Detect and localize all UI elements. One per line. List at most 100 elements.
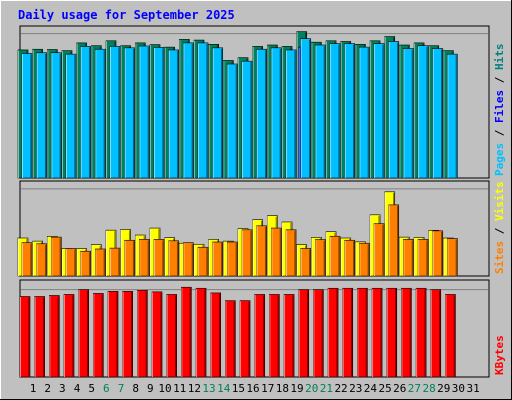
bar-pages-day-16 <box>241 60 253 179</box>
bar-kbytes-day-15 <box>225 300 236 378</box>
x-label-day-6: 6 <box>103 382 110 395</box>
x-label-day-21: 21 <box>320 382 333 395</box>
bar-pages-day-22 <box>329 43 341 179</box>
bar-pages-day-28 <box>417 45 429 179</box>
legend-separator: / <box>493 221 506 241</box>
bar-sites-day-8 <box>124 239 135 277</box>
bar-sites-day-17 <box>256 225 268 277</box>
bar-sites-day-21 <box>315 239 326 277</box>
bar-kbytes-day-4 <box>63 294 75 378</box>
bar-kbytes-day-10 <box>151 291 163 378</box>
x-label-day-14: 14 <box>217 382 231 395</box>
bar-pages-day-12 <box>183 42 194 179</box>
x-label-day-23: 23 <box>349 382 362 395</box>
bar-pages-day-26 <box>388 41 400 179</box>
bar-sites-day-9 <box>139 239 150 277</box>
series-kbytes <box>19 286 456 378</box>
bar-pages-day-17 <box>256 48 268 179</box>
bar-pages-day-15 <box>227 63 238 179</box>
panel-kbytes: KBytes <box>19 279 506 378</box>
legend-visits: Visits <box>493 181 506 221</box>
bar-pages-day-19 <box>285 49 297 179</box>
bar-kbytes-day-6 <box>93 293 104 378</box>
bar-kbytes-day-19 <box>283 294 295 378</box>
x-label-day-15: 15 <box>232 382 245 395</box>
bar-sites-day-7 <box>109 247 121 277</box>
x-label-day-2: 2 <box>44 382 51 395</box>
bar-kbytes-day-20 <box>298 289 310 378</box>
bar-pages-day-18 <box>271 47 282 179</box>
bar-kbytes-day-9 <box>137 290 148 378</box>
bar-kbytes-day-22 <box>327 287 339 378</box>
x-label-day-20: 20 <box>305 382 318 395</box>
bar-pages-day-7 <box>109 46 121 179</box>
bar-sites-day-6 <box>95 248 106 277</box>
legend-files: Files <box>493 90 506 123</box>
bar-kbytes-day-23 <box>342 287 354 378</box>
legend-kbytes: KBytes <box>493 335 506 375</box>
bar-sites-day-29 <box>432 230 444 277</box>
x-label-day-27: 27 <box>408 382 421 395</box>
x-label-day-11: 11 <box>173 382 186 395</box>
bar-sites-day-16 <box>241 229 253 277</box>
bar-kbytes-day-2 <box>34 296 45 378</box>
bar-kbytes-day-25 <box>371 287 383 378</box>
bar-pages-day-10 <box>153 47 165 179</box>
bar-pages-day-5 <box>80 46 91 179</box>
x-label-day-29: 29 <box>437 382 450 395</box>
bar-pages-day-6 <box>95 48 106 179</box>
x-label-day-5: 5 <box>88 382 95 395</box>
bar-sites-day-1 <box>21 242 33 277</box>
bar-pages-day-13 <box>197 42 209 179</box>
bar-pages-day-1 <box>21 53 33 179</box>
bar-kbytes-day-13 <box>195 287 207 378</box>
x-label-day-7: 7 <box>118 382 125 395</box>
x-label-day-25: 25 <box>378 382 391 395</box>
bar-pages-day-3 <box>51 52 62 179</box>
bar-pages-day-11 <box>168 49 179 179</box>
bar-pages-day-30 <box>447 53 458 179</box>
bar-sites-day-2 <box>36 243 47 277</box>
x-label-day-26: 26 <box>393 382 406 395</box>
bar-kbytes-day-11 <box>166 294 177 378</box>
x-label-day-1: 1 <box>30 382 37 395</box>
bar-pages-day-9 <box>139 45 150 179</box>
x-label-day-10: 10 <box>158 382 171 395</box>
bar-pages-day-14 <box>212 47 224 179</box>
bar-sites-day-14 <box>212 241 224 277</box>
panel-visits: Sites / Visits <box>17 180 506 277</box>
legend-hits: Hits <box>493 44 506 71</box>
x-label-day-22: 22 <box>334 382 347 395</box>
x-label-day-31: 31 <box>466 382 479 395</box>
chart-panels: Pages / Files / Hits Sites / Visits KBytes <box>17 25 506 378</box>
panel-hits-legend: Pages / Files / Hits <box>493 44 506 177</box>
bar-pages-day-4 <box>65 53 77 179</box>
bar-kbytes-day-14 <box>210 292 222 378</box>
bar-kbytes-day-8 <box>122 291 133 378</box>
bar-sites-day-24 <box>359 242 370 277</box>
bar-sites-day-20 <box>300 248 312 277</box>
bar-sites-day-27 <box>403 239 414 277</box>
bar-sites-day-28 <box>417 239 429 277</box>
legend-sites: Sites <box>493 241 506 274</box>
bar-pages-day-8 <box>124 47 135 179</box>
x-label-day-12: 12 <box>188 382 201 395</box>
x-axis-labels: 1 2 3 4 5 6 7 8 9 10 11 12 13 14 15 16 17 18 19 20 21 22 23 24 2… <box>30 382 480 395</box>
bar-kbytes-day-12 <box>181 286 192 378</box>
bar-pages-day-25 <box>373 43 385 179</box>
bar-kbytes-day-16 <box>239 300 251 378</box>
bar-sites-day-30 <box>447 238 458 277</box>
bar-kbytes-day-28 <box>415 287 427 378</box>
panel-kbytes-legend: KBytes <box>493 335 506 375</box>
bar-kbytes-day-21 <box>313 289 324 378</box>
legend-separator: / <box>493 70 506 90</box>
x-label-day-17: 17 <box>261 382 274 395</box>
x-label-day-19: 19 <box>290 382 303 395</box>
bar-sites-day-18 <box>271 227 282 277</box>
bar-pages-day-21 <box>315 44 326 179</box>
x-label-day-30: 30 <box>452 382 465 395</box>
bar-sites-day-22 <box>329 235 341 277</box>
bar-pages-day-29 <box>432 48 444 179</box>
bar-sites-day-4 <box>65 248 77 277</box>
